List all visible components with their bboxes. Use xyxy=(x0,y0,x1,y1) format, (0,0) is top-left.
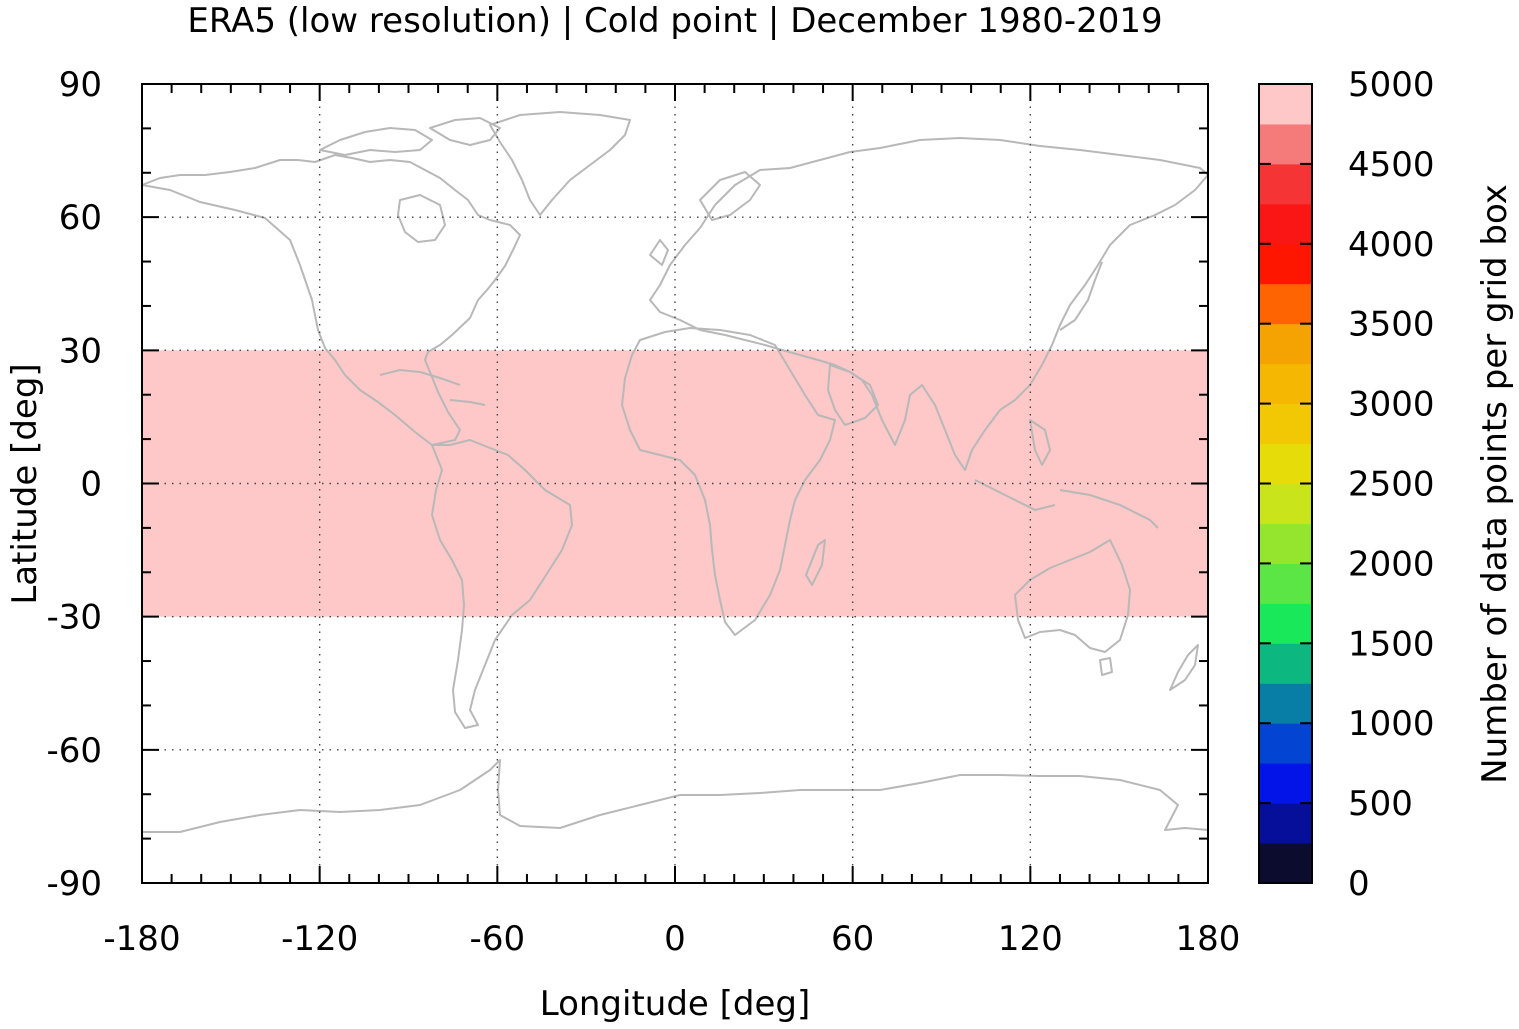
minor-ticks xyxy=(141,83,1209,884)
colorbar-bin xyxy=(1259,683,1312,724)
x-tick-label: 60 xyxy=(831,919,874,959)
x-tick-label: 180 xyxy=(1176,919,1241,959)
colorbar-tick-label: 3000 xyxy=(1348,385,1435,425)
y-tick-label: -90 xyxy=(46,864,102,904)
y-axis-label: Latitude [deg] xyxy=(5,363,45,604)
colorbar-bin xyxy=(1259,203,1312,245)
x-tick-label: -180 xyxy=(103,919,180,959)
colorbar-tick-label: 3500 xyxy=(1348,305,1435,345)
y-tick-label: 90 xyxy=(59,65,102,105)
colorbar-bin xyxy=(1259,283,1312,325)
x-axis-label: Longitude [deg] xyxy=(540,984,811,1024)
colorbar-bin xyxy=(1259,123,1312,165)
colorbar: 0 500 1000 1500 2000 2500 3000 3500 4000 4500 5000… xyxy=(1258,65,1515,904)
y-tick-label: -30 xyxy=(46,598,102,638)
colorbar-bin xyxy=(1259,563,1312,604)
coastlines xyxy=(141,111,1209,833)
x-tick-label: 120 xyxy=(998,919,1063,959)
colorbar-tick-label: 2000 xyxy=(1348,544,1435,584)
map-plot-area: -180 -120 -60 0 60 120 180 90 60 30 0 -30 -60 -90 xyxy=(46,65,1240,959)
y-tick-label: -60 xyxy=(46,731,102,771)
colorbar-bin xyxy=(1259,403,1312,445)
y-tick-label: 60 xyxy=(59,198,102,238)
colorbar-bin xyxy=(1259,363,1312,405)
colorbar-tick-label: 4500 xyxy=(1348,145,1435,185)
colorbar-bin xyxy=(1259,603,1312,644)
colorbar-tick-label: 4000 xyxy=(1348,225,1435,265)
colorbar-bin xyxy=(1259,763,1312,804)
colorbar-tick-label: 2500 xyxy=(1348,465,1435,505)
colorbar-tick-label: 5000 xyxy=(1348,65,1435,105)
colorbar-ticks: 0 500 1000 1500 2000 2500 3000 3500 4000 4500 5000 xyxy=(1259,65,1435,904)
x-tick-label: -60 xyxy=(470,919,526,959)
colorbar-tick-label: 500 xyxy=(1348,784,1413,824)
grid-lines xyxy=(142,84,1208,883)
y-tick-labels: 90 60 30 0 -30 -60 -90 xyxy=(46,65,102,904)
colorbar-tick-label: 0 xyxy=(1348,864,1370,904)
colorbar-bin xyxy=(1259,84,1312,125)
colorbar-bin xyxy=(1259,443,1312,484)
colorbar-bin xyxy=(1259,643,1312,684)
colorbar-bins xyxy=(1259,84,1312,884)
x-tick-label: -120 xyxy=(281,919,358,959)
colorbar-bin xyxy=(1259,323,1312,365)
x-tick-labels: -180 -120 -60 0 60 120 180 xyxy=(103,919,1240,959)
y-tick-label: 0 xyxy=(80,465,102,505)
colorbar-bin xyxy=(1259,163,1312,205)
colorbar-bin xyxy=(1259,483,1312,524)
colorbar-bin xyxy=(1259,803,1312,844)
colorbar-bin xyxy=(1259,523,1312,564)
colorbar-bin xyxy=(1259,723,1312,764)
colorbar-label: Number of data points per grid box xyxy=(1475,184,1515,784)
y-tick-label: 30 xyxy=(59,331,102,371)
colorbar-bin xyxy=(1259,843,1312,884)
x-tick-label: 0 xyxy=(664,919,686,959)
colorbar-tick-label: 1500 xyxy=(1348,624,1435,664)
colorbar-tick-label: 1000 xyxy=(1348,704,1435,744)
chart-title: ERA5 (low resolution) | Cold point | Dec… xyxy=(187,1,1162,41)
colorbar-bin xyxy=(1259,243,1312,285)
